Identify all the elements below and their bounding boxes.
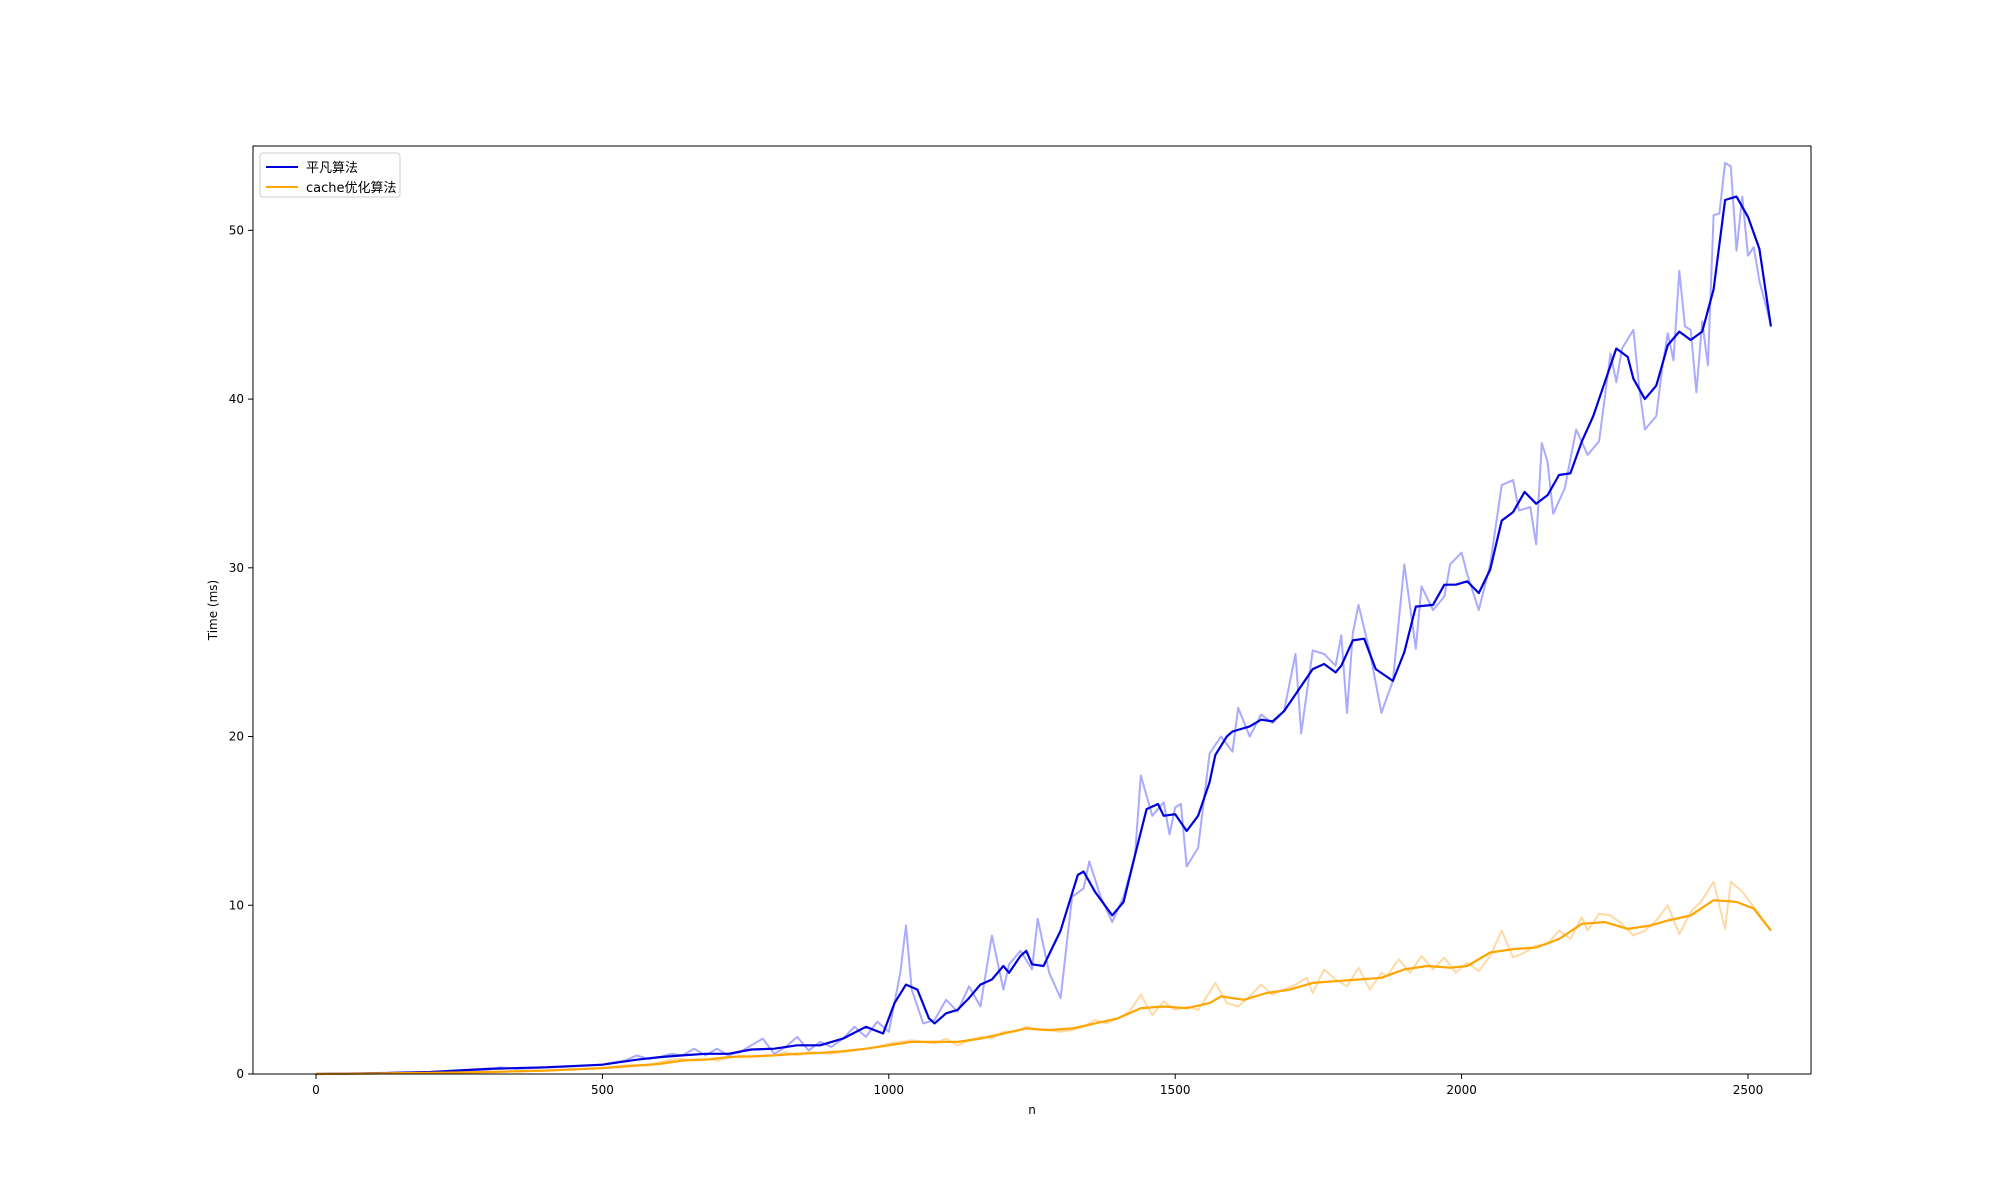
series-1-smoothed-line xyxy=(315,899,1772,1076)
x-tick-label: 1500 xyxy=(1160,1083,1191,1097)
x-tick-label: 0 xyxy=(312,1083,320,1097)
axes: 0 500 1000 1500 2000 2500 0 10 20 30 40 50 n Time … xyxy=(206,145,1812,1117)
y-tick-label: 50 xyxy=(229,223,244,237)
x-axis-label: n xyxy=(1028,1103,1036,1117)
y-tick-label: 40 xyxy=(229,392,244,406)
x-tick-label: 1000 xyxy=(874,1083,905,1097)
x-axis-ticks: 0 500 1000 1500 2000 2500 xyxy=(312,1074,1763,1097)
x-tick-label: 500 xyxy=(591,1083,614,1097)
y-tick-label: 20 xyxy=(229,730,244,744)
y-axis-label: Time (ms) xyxy=(206,580,220,642)
legend-label-series-1: cache优化算法 xyxy=(306,181,397,196)
y-tick-label: 30 xyxy=(229,561,244,575)
raw-series-layer xyxy=(315,161,1772,1075)
legend: 平凡算法 cache优化算法 xyxy=(259,152,401,198)
series-1-raw-line xyxy=(315,880,1772,1075)
y-tick-label: 10 xyxy=(229,898,244,912)
x-tick-label: 2500 xyxy=(1733,1083,1764,1097)
x-tick-label: 2000 xyxy=(1446,1083,1477,1097)
series-0-smoothed-line xyxy=(315,195,1772,1076)
plot-frame xyxy=(252,145,1812,1075)
y-tick-label: 0 xyxy=(236,1067,244,1081)
y-axis-ticks: 0 10 20 30 40 50 xyxy=(229,223,253,1081)
legend-label-series-0: 平凡算法 xyxy=(306,161,358,176)
smoothed-series-layer xyxy=(315,195,1772,1076)
